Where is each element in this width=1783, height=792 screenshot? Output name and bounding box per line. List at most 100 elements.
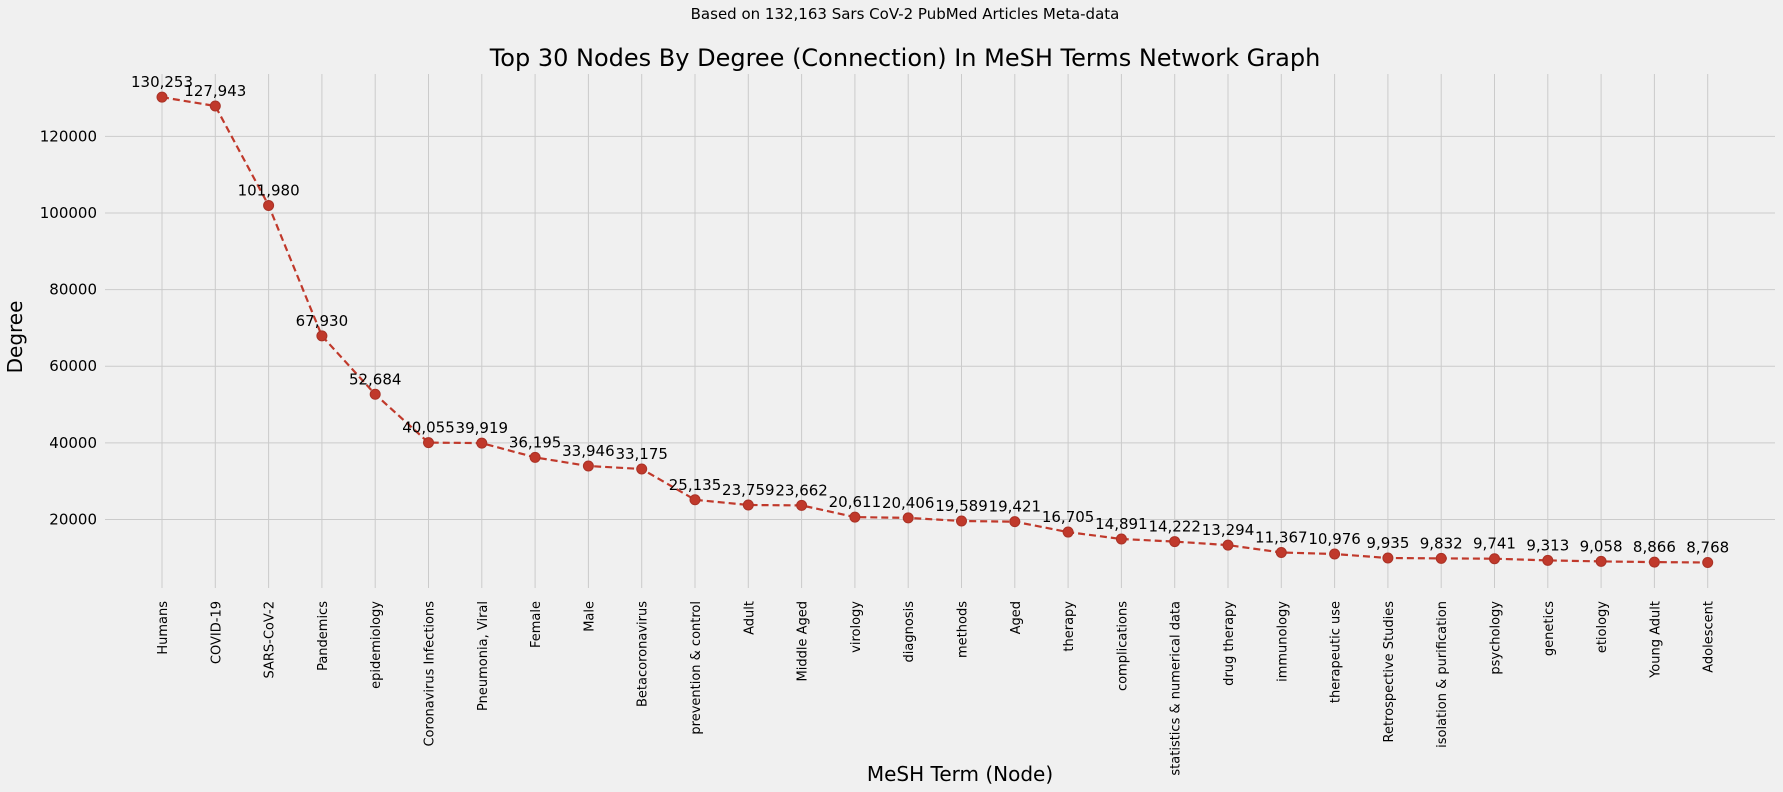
data-point [1542,554,1554,566]
y-tick-label: 60000 [49,357,97,375]
data-label: 14,222 [1148,518,1201,536]
data-label: 19,421 [989,498,1042,516]
x-tick-label: virology [849,601,864,653]
data-point [582,460,594,472]
data-point [1115,533,1127,545]
data-point [689,494,701,506]
x-tick-label: Pandemics [316,601,331,671]
x-tick-label: drug therapy [1222,601,1237,686]
x-tick-label: COVID-19 [209,601,224,664]
data-label: 130,253 [131,73,193,91]
x-tick-label: Coronavirus Infections [423,601,438,747]
series-line [161,96,1708,564]
data-point [636,463,648,475]
x-tick-label: Pneumonia, Viral [476,601,491,711]
x-tick-label: prevention & control [689,601,704,735]
data-point [1009,516,1021,528]
data-point [1595,555,1607,567]
x-tick-label: Young Adult [1648,601,1663,679]
x-tick-label: immunology [1275,601,1290,682]
data-label: 52,684 [349,370,402,388]
data-label: 23,759 [722,481,775,499]
x-tick-label: Male [582,601,597,632]
data-point [796,499,808,511]
data-point [1275,547,1287,559]
data-label: 20,611 [829,493,882,511]
data-point [956,515,967,527]
x-tick-label: etiology [1595,601,1610,653]
data-label: 9,741 [1473,535,1516,553]
data-label: 67,930 [296,312,349,330]
data-label: 20,406 [882,494,935,512]
x-tick-label: therapeutic use [1329,601,1344,703]
x-tick-label: Humans [156,601,171,655]
data-point [1702,556,1714,568]
chart-title: Top 30 Nodes By Degree (Connection) In M… [489,44,1321,72]
x-tick-label: Betacoronavirus [636,601,651,707]
data-label: 36,195 [509,433,562,451]
data-label: 14,891 [1095,515,1148,533]
data-point [1169,536,1181,548]
data-point [529,451,541,463]
x-tick-label: isolation & purification [1435,601,1450,748]
y-tick-label: 40000 [49,434,97,452]
data-label: 9,832 [1420,534,1463,552]
data-point [1489,553,1500,565]
data-label: 8,866 [1633,538,1676,556]
x-tick-label: Retrospective Studies [1382,601,1397,743]
data-point [902,512,914,524]
data-point [1382,552,1394,564]
data-point [742,499,754,511]
data-label: 127,943 [184,82,246,100]
x-tick-label: psychology [1489,601,1504,675]
x-tick-label: diagnosis [902,601,917,663]
series-degree [156,91,1714,568]
y-axis-label: Degree [3,301,27,374]
grid [105,74,1775,588]
data-label: 25,135 [669,476,722,494]
data-label: 33,946 [562,442,615,460]
x-tick-label: SARS-CoV-2 [263,601,278,679]
x-tick-label: epidemiology [369,601,384,689]
x-axis-label: MeSH Term (Node) [867,762,1053,786]
y-tick-label: 100000 [40,204,97,222]
chart-suptitle: Based on 132,163 Sars CoV-2 PubMed Artic… [691,5,1120,23]
data-label: 10,976 [1308,530,1361,548]
x-tick-label: Adolescent [1702,601,1717,673]
data-label: 39,919 [456,419,509,437]
data-label: 16,705 [1042,508,1095,526]
data-point [1062,526,1074,538]
data-label: 11,367 [1255,529,1308,547]
x-tick-label: Female [529,601,544,648]
y-tick-label: 120000 [40,127,97,145]
data-point [1648,556,1660,568]
data-point [156,91,168,103]
data-point [316,330,328,342]
x-tick-label: complications [1115,601,1130,691]
data-point [369,388,381,400]
data-point [1329,548,1341,560]
y-tick-label: 80000 [49,281,97,299]
data-point [263,199,275,211]
data-label: 19,589 [935,497,988,515]
x-tick-label: Adult [742,601,757,635]
data-point [1435,552,1447,564]
y-tick-label: 20000 [49,510,97,528]
data-point [209,100,221,112]
x-axis-ticks: Humans COVID-19 SARS-CoV-2 Pandemics epidemi… [156,601,1717,776]
x-tick-label: statistics & numerical data [1169,601,1184,776]
data-label: 13,294 [1202,521,1255,539]
data-point [476,437,488,449]
data-label: 8,768 [1686,538,1729,556]
x-tick-label: Middle Aged [796,601,811,681]
x-tick-label: methods [956,601,971,658]
data-point [423,437,434,449]
data-point [849,511,861,523]
data-label: 101,980 [238,181,300,199]
data-label: 9,935 [1366,534,1409,552]
data-label: 9,058 [1580,537,1623,555]
data-label: 33,175 [615,445,668,463]
data-label: 9,313 [1526,536,1569,554]
